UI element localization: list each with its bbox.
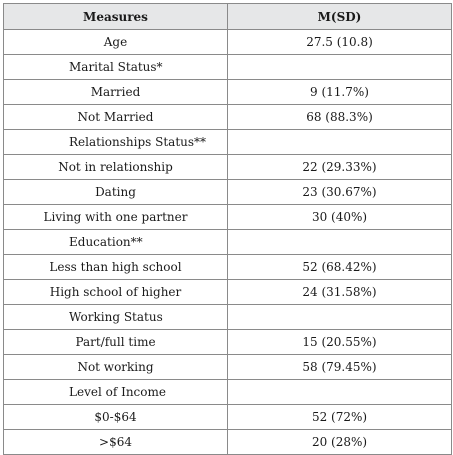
measure-value: 23 (30.67%) — [227, 179, 452, 205]
demographics-table-container: Measures M(SD) Age 27.5 (10.8) Marital Sta… — [3, 3, 452, 455]
measure-label: Not in relationship — [3, 154, 228, 180]
measure-value: 30 (40%) — [227, 204, 452, 230]
measure-label: High school of higher — [3, 279, 228, 305]
section-label: Education** — [69, 235, 143, 249]
measure-label: Age — [3, 29, 228, 55]
table-row: Not in relationship 22 (29.33%) — [3, 154, 452, 180]
measure-label: Part/full time — [3, 329, 228, 355]
measure-value — [227, 54, 452, 80]
measure-label: Dating — [3, 179, 228, 205]
table-row: Married 9 (11.7%) — [3, 79, 452, 105]
table-row: Age 27.5 (10.8) — [3, 29, 452, 55]
measure-label: Living with one partner — [3, 204, 228, 230]
measure-value: 24 (31.58%) — [227, 279, 452, 305]
section-label: Level of Income — [69, 385, 166, 399]
table-row: Less than high school 52 (68.42%) — [3, 254, 452, 280]
section-label: Working Status — [69, 310, 163, 324]
section-label-cell: Marital Status* — [3, 54, 228, 80]
measure-value: 9 (11.7%) — [227, 79, 452, 105]
measure-label: Less than high school — [3, 254, 228, 280]
header-measures: Measures — [3, 3, 228, 30]
section-label-cell: Working Status — [3, 304, 228, 330]
measure-value: 68 (88.3%) — [227, 104, 452, 130]
section-label-cell: Relationships Status** — [3, 129, 228, 155]
measure-value: 58 (79.45%) — [227, 354, 452, 380]
table-row: Living with one partner 30 (40%) — [3, 204, 452, 230]
table-row: $0-$64 52 (72%) — [3, 404, 452, 430]
table-body: Age 27.5 (10.8) Marital Status* Married 9 (1… — [3, 29, 452, 455]
measure-value: 52 (72%) — [227, 404, 452, 430]
section-label-cell: Level of Income — [3, 379, 228, 405]
section-label: Marital Status* — [69, 60, 163, 74]
measure-label: >$64 — [3, 429, 228, 455]
measure-value: 20 (28%) — [227, 429, 452, 455]
table-row: >$64 20 (28%) — [3, 429, 452, 455]
measure-value — [227, 379, 452, 405]
measure-value: 27.5 (10.8) — [227, 29, 452, 55]
demographics-table: Measures M(SD) Age 27.5 (10.8) Marital Sta… — [3, 3, 452, 455]
table-section-row: Education** — [3, 229, 452, 255]
measure-value: 15 (20.55%) — [227, 329, 452, 355]
measure-value: 52 (68.42%) — [227, 254, 452, 280]
table-row: High school of higher 24 (31.58%) — [3, 279, 452, 305]
table-row: Part/full time 15 (20.55%) — [3, 329, 452, 355]
section-label-cell: Education** — [3, 229, 228, 255]
measure-value — [227, 229, 452, 255]
table-section-row: Relationships Status** — [3, 129, 452, 155]
measure-label: $0-$64 — [3, 404, 228, 430]
measure-label: Not Married — [3, 104, 228, 130]
header-msd: M(SD) — [227, 3, 452, 30]
measure-value — [227, 129, 452, 155]
section-label: Relationships Status** — [69, 135, 207, 149]
measure-label: Not working — [3, 354, 228, 380]
measure-label: Married — [3, 79, 228, 105]
table-row: Dating 23 (30.67%) — [3, 179, 452, 205]
table-section-row: Working Status — [3, 304, 452, 330]
table-section-row: Level of Income — [3, 379, 452, 405]
table-header-row: Measures M(SD) — [3, 3, 452, 30]
table-section-row: Marital Status* — [3, 54, 452, 80]
table-row: Not Married 68 (88.3%) — [3, 104, 452, 130]
measure-value — [227, 304, 452, 330]
table-row: Not working 58 (79.45%) — [3, 354, 452, 380]
measure-value: 22 (29.33%) — [227, 154, 452, 180]
